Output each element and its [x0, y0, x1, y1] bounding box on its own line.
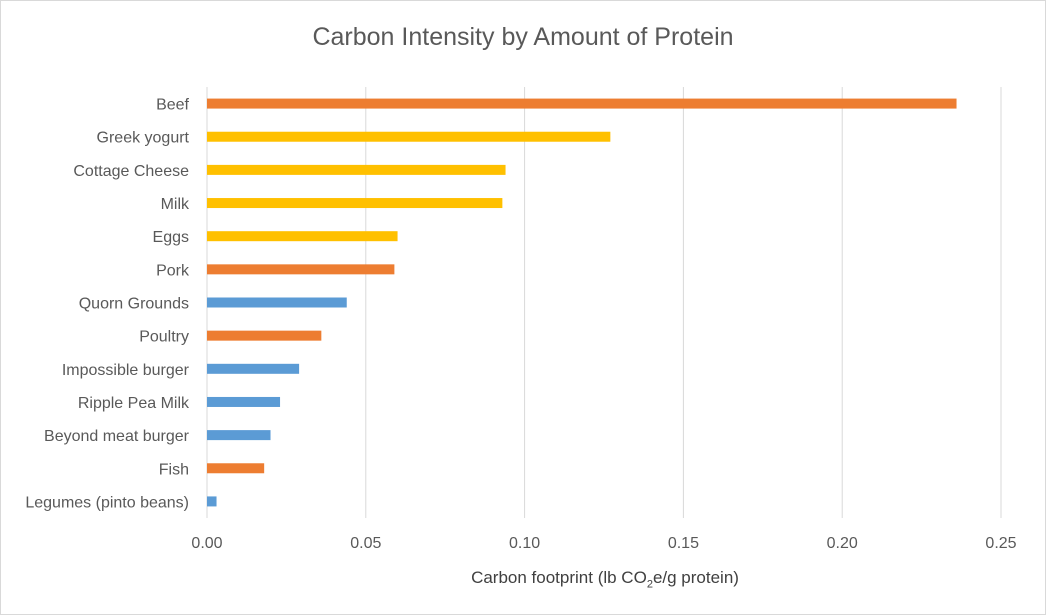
- x-axis-label-start: Carbon footprint (lb CO: [471, 568, 647, 587]
- x-tick-label: 0.00: [191, 535, 222, 552]
- x-tick-label: 0.20: [827, 535, 858, 552]
- bar: [207, 396, 281, 407]
- x-tick-label: 0.25: [985, 535, 1016, 552]
- bar: [207, 363, 300, 374]
- category-label: Pork: [156, 262, 190, 279]
- bar: [207, 264, 395, 275]
- x-axis-label-end: e/g protein): [652, 568, 739, 587]
- bar: [207, 164, 506, 175]
- category-label: Greek yogurt: [97, 130, 190, 147]
- x-tick-label: 0.05: [350, 535, 381, 552]
- bar: [207, 330, 322, 341]
- bar: [207, 98, 957, 109]
- category-label: Eggs: [153, 229, 189, 246]
- category-label: Legumes (pinto beans): [25, 494, 189, 511]
- category-label: Poultry: [139, 329, 189, 346]
- category-label: Milk: [161, 196, 190, 213]
- category-label: Cottage Cheese: [73, 163, 189, 180]
- x-tick-label: 0.15: [668, 535, 699, 552]
- x-axis-label-subscript: 2: [646, 578, 653, 591]
- category-label: Beef: [156, 97, 189, 114]
- category-label: Fish: [159, 461, 189, 478]
- chart-title: Carbon Intensity by Amount of Protein: [312, 23, 734, 51]
- bar: [207, 198, 503, 209]
- x-axis-label: Carbon footprint (lb CO2e/g protein): [207, 568, 1003, 590]
- x-tick-labels: 0.00 0.05 0.10 0.15 0.20 0.25: [191, 535, 1016, 552]
- bar: [207, 463, 265, 474]
- category-label: Impossible burger: [62, 362, 190, 379]
- category-label: Quorn Grounds: [79, 296, 189, 313]
- bars: [207, 98, 957, 507]
- category-labels: Beef Greek yogurt Cottage Cheese Milk Eggs Po…: [25, 97, 190, 512]
- bar: [207, 231, 398, 242]
- x-tick-label: 0.10: [509, 535, 540, 552]
- category-label: Ripple Pea Milk: [78, 395, 190, 412]
- bar: [207, 131, 611, 142]
- category-label: Beyond meat burger: [44, 428, 190, 445]
- bar: [207, 496, 217, 507]
- bar: [207, 430, 271, 441]
- bar: [207, 297, 347, 308]
